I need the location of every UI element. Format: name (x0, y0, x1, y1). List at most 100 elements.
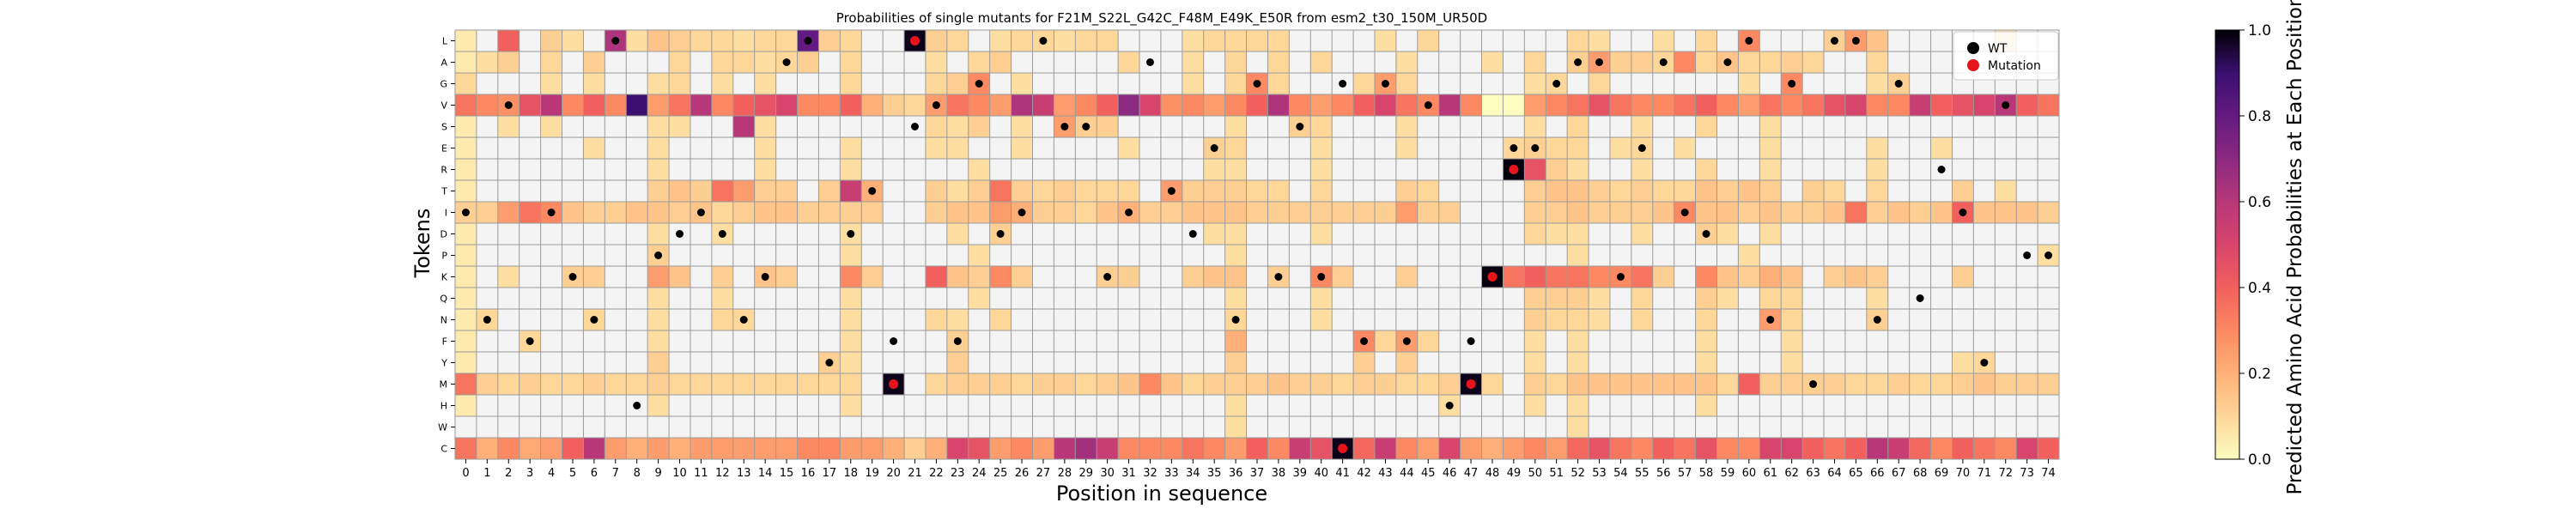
heatmap-cell (754, 202, 776, 223)
heatmap-cell (1973, 245, 1996, 266)
heatmap-cell (1075, 288, 1097, 309)
heatmap-cell (1674, 137, 1696, 159)
heatmap-cell (1118, 116, 1140, 137)
heatmap-cell (946, 94, 969, 116)
heatmap-cell (1289, 395, 1311, 416)
heatmap-cell (1395, 352, 1418, 373)
heatmap-cell (1032, 352, 1054, 373)
heatmap-cells (455, 30, 2059, 459)
heatmap-cell (1374, 202, 1396, 223)
heatmap-cell (626, 330, 648, 352)
heatmap-cell (904, 288, 926, 309)
heatmap-cell (1160, 223, 1182, 245)
heatmap-cell (583, 416, 605, 438)
heatmap-cell (1032, 330, 1054, 352)
heatmap-cell (1267, 373, 1290, 395)
heatmap-cell (519, 30, 541, 52)
x-tick-label: 22 (929, 467, 944, 480)
heatmap-cell (2016, 137, 2038, 159)
wt-marker (1766, 316, 1775, 324)
heatmap-cell (540, 73, 562, 94)
heatmap-cell (1289, 288, 1311, 309)
heatmap-cell (1844, 245, 1867, 266)
heatmap-cell (1032, 309, 1054, 330)
heatmap-cell (1952, 416, 1974, 438)
heatmap-cell (861, 288, 884, 309)
heatmap-cell (1866, 30, 1888, 52)
heatmap-cell (1246, 438, 1268, 459)
heatmap-cell (1011, 73, 1033, 94)
heatmap-cell (904, 395, 926, 416)
mutation-marker (909, 36, 920, 45)
x-tick-label: 42 (1357, 467, 1371, 480)
heatmap-cell (1310, 73, 1333, 94)
heatmap-cell (605, 373, 627, 395)
heatmap-cell (647, 438, 670, 459)
heatmap-cell (1674, 395, 1696, 416)
x-tick-label: 46 (1443, 467, 1457, 480)
heatmap-cell (1716, 395, 1739, 416)
heatmap-cell (1395, 309, 1418, 330)
heatmap-cell (1781, 94, 1803, 116)
heatmap-cell (1930, 352, 1953, 373)
heatmap-cell (925, 116, 947, 137)
heatmap-cell (1011, 266, 1033, 288)
wt-marker (2044, 251, 2053, 259)
heatmap-cell (1438, 416, 1461, 438)
heatmap-cell (2038, 438, 2059, 459)
heatmap-cell (1289, 137, 1311, 159)
heatmap-cell (1952, 245, 1974, 266)
heatmap-cell (1417, 416, 1439, 438)
heatmap-cell (1054, 352, 1076, 373)
heatmap-cell (497, 416, 519, 438)
heatmap-cell (1182, 52, 1204, 73)
heatmap-cell (883, 416, 905, 438)
heatmap-cell (476, 266, 498, 288)
heatmap-cell (562, 116, 584, 137)
heatmap-cell (1246, 330, 1268, 352)
heatmap-cell (1802, 116, 1825, 137)
heatmap-cell (1353, 416, 1375, 438)
heatmap-cell (1203, 330, 1225, 352)
heatmap-cell (1139, 438, 1161, 459)
heatmap-cell (1289, 438, 1311, 459)
heatmap-cell (797, 245, 819, 266)
heatmap-cell (1973, 330, 1996, 352)
heatmap-cell (1289, 94, 1311, 116)
heatmap-cell (925, 266, 947, 288)
heatmap-cell (2016, 202, 2038, 223)
heatmap-cell (1524, 52, 1546, 73)
heatmap-cell (1460, 438, 1482, 459)
heatmap-cell (1460, 116, 1482, 137)
heatmap-cell (883, 352, 905, 373)
heatmap-cell (2038, 373, 2059, 395)
heatmap-cell (1866, 352, 1888, 373)
heatmap-cell (1267, 116, 1290, 137)
heatmap-cell (925, 52, 947, 73)
colorbar-gradient (2215, 29, 2240, 460)
heatmap-cell (775, 223, 798, 245)
heatmap-cell (1844, 73, 1867, 94)
heatmap-cell (1781, 180, 1803, 202)
heatmap-cell (797, 373, 819, 395)
wt-marker (654, 251, 663, 259)
heatmap-cell (1310, 116, 1333, 137)
heatmap-cell (562, 288, 584, 309)
mutation-marker (889, 379, 899, 389)
heatmap-cell (1460, 266, 1482, 288)
wt-marker (1574, 58, 1583, 66)
heatmap-cell (1097, 94, 1119, 116)
heatmap-cell (1075, 416, 1097, 438)
heatmap-cell (1887, 52, 1910, 73)
heatmap-cell (519, 202, 541, 223)
wt-marker (1788, 80, 1796, 88)
heatmap-cell (497, 288, 519, 309)
heatmap-cell (1097, 309, 1119, 330)
heatmap-cell (968, 137, 990, 159)
heatmap-cell (925, 330, 947, 352)
heatmap-cell (1481, 116, 1504, 137)
x-tick-label: 38 (1272, 467, 1286, 480)
heatmap-cell (1524, 245, 1546, 266)
heatmap-cell (1887, 180, 1910, 202)
